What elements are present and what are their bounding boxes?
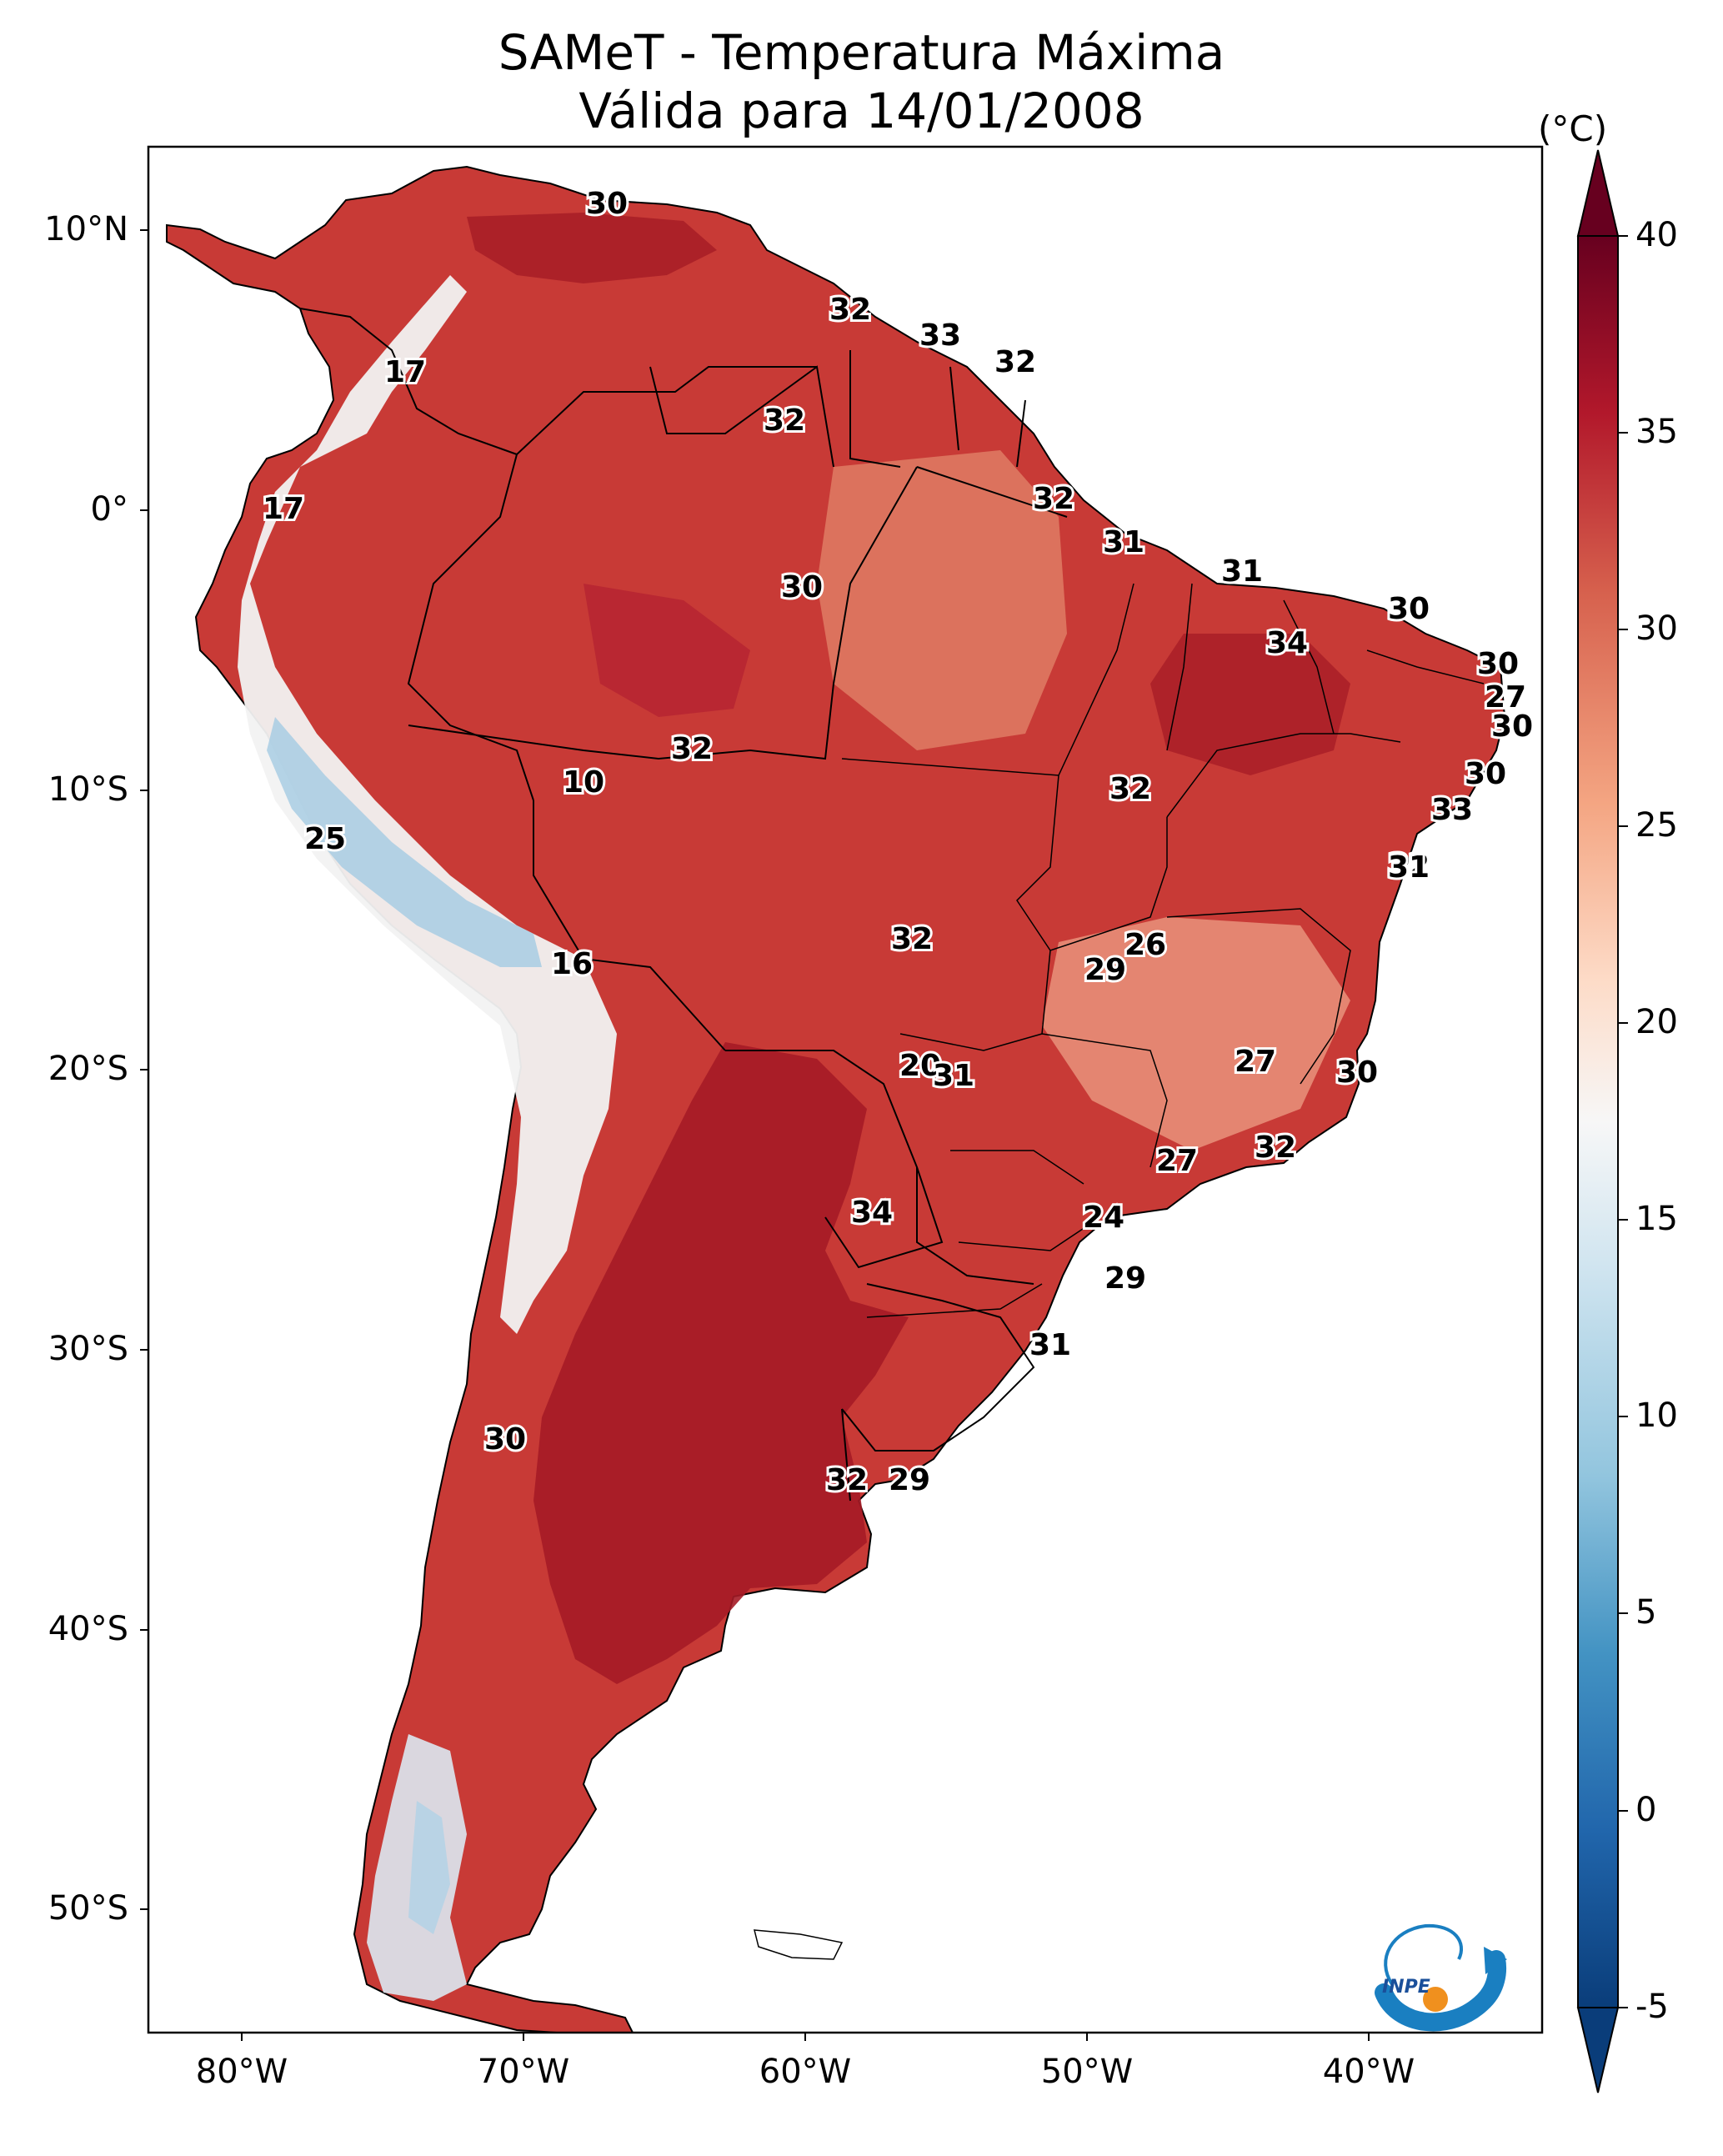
warm-plateau-southeast xyxy=(1042,917,1350,1151)
patagonia-cold-core xyxy=(408,1801,450,1934)
station-value-label: 32 xyxy=(994,345,1036,379)
andes-cold-band xyxy=(238,275,617,1334)
lon-label-40w: 40°W xyxy=(1322,2053,1415,2091)
lat-label-0: 0° xyxy=(90,490,128,529)
lon-label-80w: 80°W xyxy=(195,2053,288,2091)
station-value-label: 32 xyxy=(826,1463,868,1497)
station-value-label: 26 xyxy=(1124,928,1166,962)
station-value-label: 30 xyxy=(586,187,628,221)
station-value-label: 31 xyxy=(1221,554,1263,589)
station-value-label: 27 xyxy=(1485,680,1526,714)
station-value-label: 33 xyxy=(1431,793,1473,827)
lon-label-70w: 70°W xyxy=(477,2053,570,2091)
station-value-label: 31 xyxy=(1103,525,1144,559)
inpe-logo: INPE xyxy=(1375,1923,1507,2032)
state-borders xyxy=(841,583,1485,1318)
station-value-label: 30 xyxy=(1477,647,1519,681)
station-value-label: 27 xyxy=(1156,1144,1198,1178)
colorbar-tick-20: 20 xyxy=(1635,1003,1678,1041)
station-value-label: 17 xyxy=(384,355,426,389)
station-value-label: 32 xyxy=(1388,849,1430,883)
station-value-label: 24 xyxy=(1083,1201,1124,1235)
colorbar-bar xyxy=(1577,235,1619,2008)
lon-label-60w: 60°W xyxy=(759,2053,852,2091)
colorbar-tick-40: 40 xyxy=(1635,216,1678,254)
station-value-label: 30 xyxy=(1465,757,1506,791)
station-value-label: 25 xyxy=(304,822,346,856)
colorbar-tick-30: 30 xyxy=(1635,609,1678,648)
lat-label-30s: 30°S xyxy=(48,1330,128,1368)
falkland-islands xyxy=(754,1929,844,1960)
station-value-label: 30 xyxy=(781,570,823,604)
station-value-label: 33 xyxy=(919,318,961,353)
colorbar-extend-bottom xyxy=(1576,2007,1620,2093)
colorbar-ticks xyxy=(1618,235,1628,2008)
logo-arrow-head xyxy=(1484,1947,1507,1974)
logo-swoosh xyxy=(1375,1950,1507,2032)
station-value-label: 32 xyxy=(1255,1131,1296,1165)
station-value-label: 32 xyxy=(829,293,871,327)
station-value-label: 27 xyxy=(1235,1045,1276,1079)
station-value-label: 32 xyxy=(671,732,713,766)
station-value-label: 16 xyxy=(551,947,593,981)
heat-core-northeast xyxy=(1150,634,1350,775)
lat-label-50s: 50°S xyxy=(48,1889,128,1928)
andes-cold-core xyxy=(267,717,542,967)
lon-label-50w: 50°W xyxy=(1040,2053,1134,2091)
warm-plateau-brazil xyxy=(817,450,1067,750)
logo-orbit-inner xyxy=(1384,1923,1464,1986)
lat-label-10n: 10°N xyxy=(44,210,128,248)
station-value-label: 34 xyxy=(1266,626,1308,660)
axis-ticks xyxy=(140,229,1370,2041)
colorbar-tick-35: 35 xyxy=(1635,413,1678,451)
station-value-label: 30 xyxy=(1388,592,1430,626)
lat-label-20s: 20°S xyxy=(48,1050,128,1088)
station-value-label: 17 xyxy=(263,492,304,526)
colorbar-tick-5: 5 xyxy=(1635,1593,1657,1632)
map-title-line2: Válida para 14/01/2008 xyxy=(579,83,1144,139)
station-value-label: 30 xyxy=(484,1422,526,1457)
lat-label-10s: 10°S xyxy=(48,770,128,809)
station-value-label: 29 xyxy=(1084,953,1126,987)
colorbar-tick-10: 10 xyxy=(1635,1396,1678,1435)
station-value-label: 32 xyxy=(1033,482,1074,516)
colorbar-tick-minus5: -5 xyxy=(1635,1988,1669,2026)
station-value-label: 30 xyxy=(1491,709,1533,744)
station-value-label: 10 xyxy=(563,765,604,800)
station-value-label: 29 xyxy=(889,1463,930,1497)
colorbar-tick-15: 15 xyxy=(1635,1200,1678,1238)
station-value-label: 20 xyxy=(899,1049,941,1083)
colorbar-extend-top xyxy=(1576,149,1620,237)
station-value-label: 31 xyxy=(1388,850,1430,885)
country-borders xyxy=(299,308,1068,1502)
station-value-label: 32 xyxy=(891,922,933,956)
station-value-label: 29 xyxy=(1104,1261,1146,1296)
station-value-label: 32 xyxy=(1109,772,1151,806)
heat-core-south xyxy=(533,1042,909,1684)
logo-orange-dot xyxy=(1423,1987,1448,2012)
station-value-label: 30 xyxy=(1336,1055,1378,1090)
map-frame xyxy=(147,145,1544,2034)
colorbar-tick-0: 0 xyxy=(1635,1791,1657,1829)
station-value-label: 31 xyxy=(933,1059,974,1093)
station-value-label: 31 xyxy=(1029,1328,1071,1362)
heat-core-north xyxy=(467,213,717,283)
colorbar-tick-25: 25 xyxy=(1635,806,1678,845)
lat-label-40s: 40°S xyxy=(48,1610,128,1648)
colorbar xyxy=(1576,149,1628,2093)
colorbar-unit: (°C) xyxy=(1538,108,1608,149)
heat-core-amazon xyxy=(584,584,750,717)
station-value-label: 34 xyxy=(851,1196,893,1230)
station-value-label: 32 xyxy=(764,404,805,438)
map-title-line1: SAMeT - Temperatura Máxima xyxy=(498,24,1225,81)
logo-text: INPE xyxy=(1382,1977,1430,1998)
